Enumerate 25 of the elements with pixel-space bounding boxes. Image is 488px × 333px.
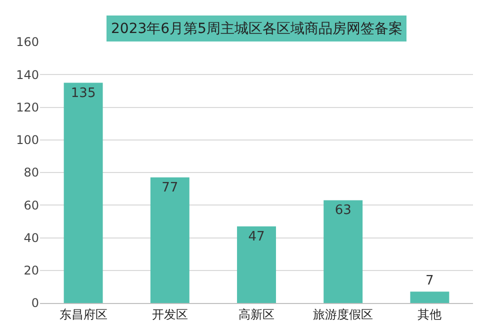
bar bbox=[410, 292, 450, 303]
x-tick-label: 高新区 bbox=[238, 307, 274, 322]
x-tick-label: 东昌府区 bbox=[59, 307, 108, 322]
y-tick-label: 100 bbox=[16, 133, 39, 148]
x-tick-label: 旅游度假区 bbox=[313, 307, 374, 322]
data-label: 63 bbox=[334, 203, 352, 218]
bar bbox=[150, 177, 190, 303]
chart-title: 2023年6月第5周主城区各区域商品房网签备案 bbox=[111, 20, 402, 37]
y-tick-label: 120 bbox=[16, 100, 39, 114]
x-tick-label: 其他 bbox=[418, 307, 442, 322]
y-tick-label: 0 bbox=[31, 296, 39, 310]
y-tick-label: 20 bbox=[24, 264, 39, 278]
y-tick-label: 140 bbox=[16, 68, 39, 82]
y-tick-label: 60 bbox=[24, 198, 39, 212]
data-label: 7 bbox=[426, 274, 434, 289]
x-tick-label: 开发区 bbox=[152, 307, 188, 322]
y-tick-label: 160 bbox=[16, 35, 39, 50]
data-label: 77 bbox=[162, 180, 178, 196]
bar bbox=[237, 226, 276, 303]
y-tick-label: 40 bbox=[24, 230, 39, 245]
data-label: 135 bbox=[70, 86, 96, 101]
data-label: 47 bbox=[248, 229, 265, 244]
bar bbox=[64, 82, 103, 303]
y-tick-label: 80 bbox=[24, 166, 39, 180]
bar bbox=[324, 200, 363, 303]
